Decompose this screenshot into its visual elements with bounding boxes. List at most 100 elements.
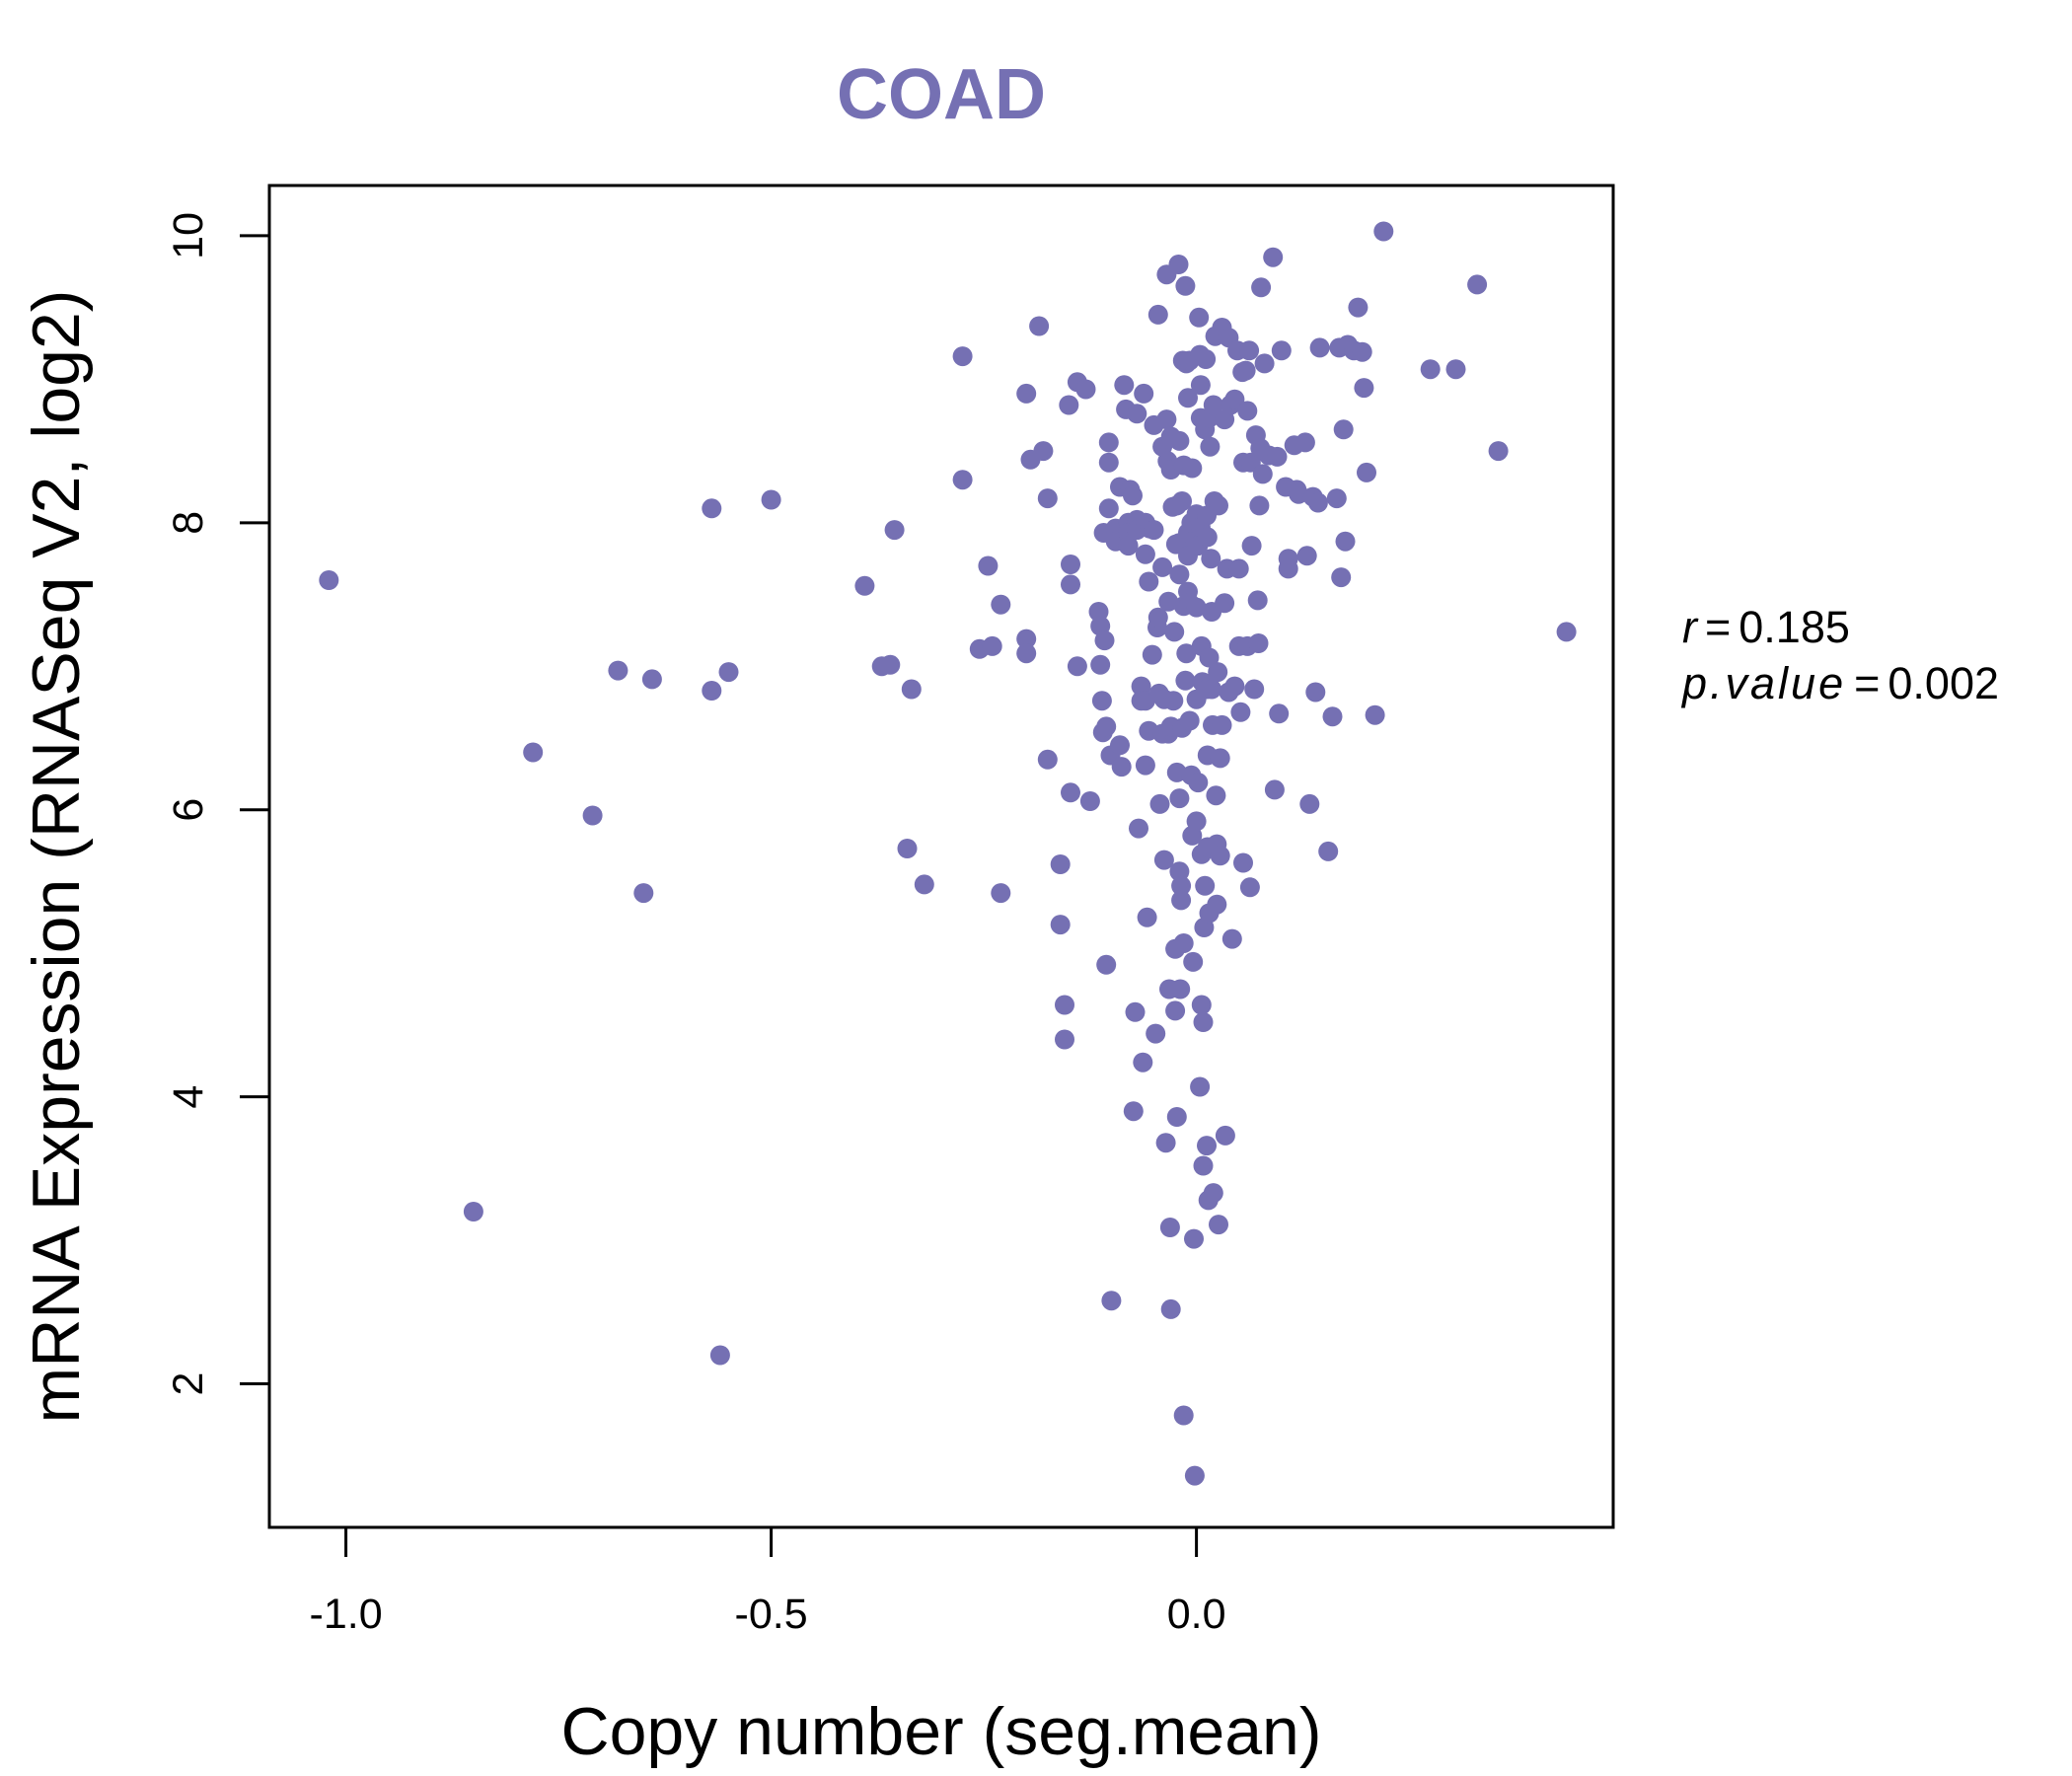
data-point: [1322, 706, 1343, 727]
data-point: [1188, 773, 1209, 793]
data-point: [1164, 622, 1185, 642]
data-point: [1127, 404, 1147, 424]
data-point: [1149, 793, 1170, 814]
data-point: [1050, 915, 1071, 935]
plot-frame: [267, 184, 1615, 1529]
data-point: [1445, 359, 1466, 380]
y-tick-label: 2: [165, 1372, 212, 1396]
data-point: [1267, 446, 1288, 467]
data-point: [1037, 749, 1058, 770]
data-point: [1420, 359, 1441, 380]
data-point: [1203, 395, 1223, 415]
data-point: [1142, 644, 1162, 665]
data-point: [1199, 647, 1220, 668]
data-point: [1263, 247, 1284, 267]
data-point: [1137, 907, 1157, 927]
data-point: [991, 883, 1011, 904]
data-point: [1335, 531, 1356, 552]
data-point: [1189, 307, 1210, 328]
data-point: [1152, 556, 1173, 577]
data-point: [1191, 995, 1212, 1015]
data-point: [1193, 1155, 1214, 1176]
data-point: [1224, 676, 1245, 697]
data-point: [1200, 436, 1221, 457]
data-point: [1307, 492, 1328, 513]
data-point: [1090, 654, 1111, 675]
data-point: [952, 346, 973, 367]
data-point: [1271, 340, 1292, 361]
data-point: [1061, 574, 1080, 595]
data-point: [1331, 567, 1352, 588]
data-point: [523, 742, 544, 763]
data-point: [1202, 679, 1222, 700]
data-point: [1129, 818, 1148, 839]
data-point: [1147, 607, 1168, 628]
data-point: [702, 681, 722, 701]
data-point: [1207, 894, 1227, 915]
data-point: [1221, 928, 1242, 949]
data-point: [1212, 714, 1232, 735]
data-point: [1237, 401, 1258, 421]
data-point: [1139, 571, 1159, 592]
data-point: [1061, 782, 1080, 803]
data-point: [1233, 852, 1253, 873]
y-tick-label: 4: [165, 1085, 212, 1109]
data-point: [1016, 643, 1037, 664]
data-point: [1111, 757, 1132, 777]
data-point: [1556, 622, 1577, 642]
y-axis: 2 4 6 8 10: [165, 212, 271, 1396]
data-point: [1170, 979, 1191, 999]
data-point: [1173, 1405, 1194, 1426]
data-point: [1075, 379, 1096, 400]
data-point: [1172, 491, 1192, 511]
p-value-stat: p.value = 0.002: [1680, 658, 1999, 708]
data-point: [1206, 785, 1226, 806]
data-point: [1352, 341, 1372, 362]
data-point: [978, 555, 999, 576]
data-point: [1134, 383, 1154, 404]
data-point: [897, 839, 918, 858]
correlation-annotation: r = 0.185 p.value = 0.002: [1680, 602, 1999, 708]
data-point: [1160, 1298, 1181, 1319]
data-point: [1230, 702, 1251, 722]
data-point: [1182, 458, 1203, 479]
data-point: [1348, 297, 1369, 318]
data-point: [1210, 748, 1230, 769]
data-point: [1050, 854, 1071, 874]
data-point: [1135, 544, 1155, 564]
data-point: [1067, 656, 1087, 677]
data-point: [1186, 597, 1207, 618]
data-point: [1110, 735, 1130, 756]
x-tick-label: 0.0: [1167, 1591, 1226, 1638]
data-point: [1114, 375, 1135, 396]
data-point: [1208, 662, 1228, 683]
data-point: [1118, 536, 1139, 556]
data-point: [1173, 933, 1194, 953]
p-symbol: p.value: [1680, 658, 1846, 708]
data-point: [1171, 890, 1192, 911]
data-point: [1033, 441, 1054, 462]
data-point: [1175, 670, 1196, 691]
data-point: [1178, 388, 1198, 408]
data-point: [901, 679, 922, 700]
data-point: [1190, 375, 1211, 396]
data-point: [1125, 1001, 1146, 1022]
data-point: [641, 669, 662, 690]
data-point: [1098, 498, 1119, 519]
data-point: [1326, 488, 1347, 509]
data-point: [1144, 520, 1164, 541]
data-point: [1158, 591, 1179, 612]
data-point: [1169, 564, 1190, 585]
correlation-stat: r = 0.185: [1682, 602, 1850, 652]
data-point: [1354, 378, 1374, 399]
data-point: [991, 594, 1011, 615]
x-axis-label: Copy number (seg.mean): [560, 1694, 1321, 1769]
data-point: [1016, 629, 1037, 649]
data-point: [1210, 846, 1230, 866]
data-point: [1228, 558, 1249, 579]
data-point: [1296, 546, 1317, 566]
data-point: [1235, 360, 1256, 381]
chart-title: COAD: [837, 55, 1046, 134]
data-point: [1135, 755, 1155, 776]
